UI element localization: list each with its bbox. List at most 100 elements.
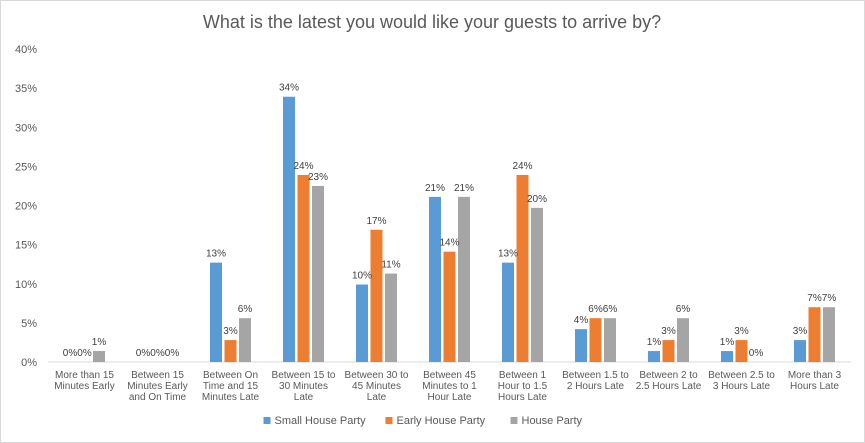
bar [297,174,310,362]
category-label-line: Hours Late [498,392,547,403]
data-label: 14% [439,238,459,249]
bar [356,284,368,362]
legend: Small House Party Early House Party House … [263,415,583,427]
data-label: 0% [136,348,151,359]
y-tick-label: 5% [21,318,37,330]
bar [531,207,543,362]
bar [516,174,529,362]
bar [429,196,441,362]
category-label-line: Between 30 to [345,370,409,381]
category-label-line: Minutes Early [54,381,115,392]
legend-item: Early House Party [385,415,486,427]
bar [443,251,456,362]
bar [575,329,587,362]
category-label: Between 2.5 to 3 Hours Late [708,370,775,392]
bar [385,273,397,362]
legend-label: House Party [522,415,583,427]
category-label-line: Minutes to 1 [422,381,477,392]
y-tick-label: 20% [15,201,37,213]
category-label: Between 30 to 45 Minutes Late [345,370,409,403]
category-label-line: Between 2 to [639,370,698,381]
bar [370,229,383,362]
bar [808,307,821,362]
data-label: 3% [793,326,808,337]
category-label-line: 30 Minutes [279,381,328,392]
category-label: More than 3 Hours Late [788,370,842,392]
category-label-line: Between 45 [423,370,476,381]
legend-label: Small House Party [275,415,367,427]
category-label-line: 2.5 Hours Late [636,381,702,392]
category-label-line: Late [294,392,314,403]
data-label: 17% [366,216,386,227]
data-label: 24% [512,161,532,172]
data-label: 0% [77,348,92,359]
bar [93,351,105,362]
category-label: Between 45 Minutes to 1 Hour Late [422,370,477,403]
legend-swatch [263,417,271,424]
bar [502,262,514,362]
legend-swatch [385,417,393,424]
chart-title: What is the latest you would like your g… [203,12,661,32]
bars [93,96,835,363]
category-label-line: Between 1 [499,370,547,381]
category-label-line: 2 Hours Late [567,381,625,392]
bar [735,340,748,362]
data-label: 3% [661,326,676,337]
category-label-line: Between 15 [131,370,184,381]
category-label: Between On Time and 15 Minutes Late [202,370,260,403]
category-label: Between 15 to 30 Minutes Late [272,370,336,403]
bar [604,318,616,362]
y-tick-label: 30% [15,122,37,134]
legend-swatch [510,417,518,424]
data-label: 0% [165,348,180,359]
data-label: 11% [381,260,400,271]
data-label: 13% [498,249,518,260]
category-label-line: Between 2.5 to [708,370,775,381]
y-tick-label: 10% [15,279,37,291]
data-label: 6% [588,304,603,315]
data-label: 24% [293,161,313,172]
legend-item: Small House Party [263,415,367,427]
data-label: 1% [92,337,107,348]
category-label-line: Hour to 1.5 [498,381,548,392]
category-label: Between 1 Hour to 1.5 Hours Late [498,370,548,403]
bar [823,307,835,362]
data-label: 13% [206,249,226,260]
y-axis: 0% 5% 10% 15% 20% 25% 30% 35% 40% [15,44,37,369]
data-label: 20% [527,194,547,205]
category-label-line: 3 Hours Late [713,381,771,392]
category-label: Between 1.5 to 2 Hours Late [562,370,629,392]
legend-item: House Party [510,415,583,427]
bar [589,318,602,362]
data-label: 34% [279,83,299,94]
category-label-line: Between 15 to [272,370,336,381]
data-label: 7% [807,293,822,304]
data-label: 6% [238,304,253,315]
category-label-line: More than 15 [55,370,114,381]
category-label: Between 15 Minutes Early and On Time [127,370,188,403]
data-labels: 0% 0%13%34%10%21%13%4%1% 1%3%0% 0%3%24%17%1… [63,83,837,359]
bar [312,185,324,362]
category-label-line: Time and 15 [203,381,259,392]
y-tick-label: 35% [15,83,37,95]
category-label: More than 15 Minutes Early [54,370,115,392]
category-label-line: Hour Late [428,392,472,403]
data-label: 3% [223,326,238,337]
bar [794,340,806,362]
data-label: 0% [63,348,78,359]
data-label: 6% [676,304,691,315]
bar [283,96,295,363]
category-label-line: More than 3 [788,370,842,381]
bar [662,340,675,362]
category-label-line: Minutes Early [127,381,188,392]
data-label: 0% [749,348,764,359]
legend-label: Early House Party [397,415,486,427]
data-label: 23% [308,172,328,183]
bar [458,196,470,362]
data-label: 4% [574,315,589,326]
y-tick-label: 15% [15,240,37,252]
data-label: 6% [603,304,618,315]
data-label: 1% [720,337,735,348]
